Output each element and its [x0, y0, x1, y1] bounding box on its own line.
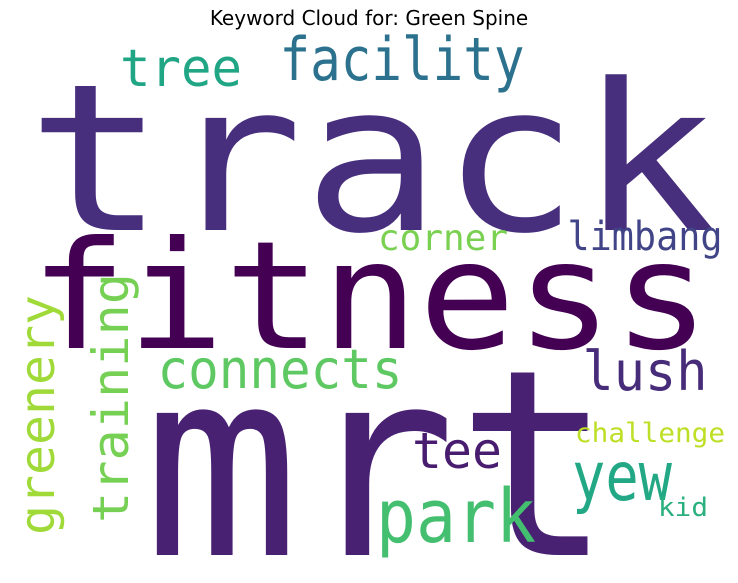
word-limbang: limbang	[568, 214, 723, 260]
word-yew: yew	[572, 438, 672, 517]
word-facility: facility	[280, 25, 525, 95]
word-mrt: mrt	[143, 315, 613, 583]
word-greenery: greenery	[10, 295, 66, 535]
word-fitness: fitness	[30, 210, 710, 384]
word-tree: tree	[120, 39, 242, 99]
word-challenge: challenge	[575, 418, 725, 449]
word-tee: tee	[412, 422, 502, 480]
word-kid: kid	[658, 493, 708, 523]
word-connects: connects	[158, 338, 403, 401]
word-track: track	[27, 41, 717, 279]
page-title: Keyword Cloud for: Green Spine	[209, 6, 529, 30]
word-training: training	[82, 273, 140, 523]
word-corner: corner	[378, 218, 508, 259]
word-park: park	[376, 474, 536, 560]
word-lush: lush	[583, 340, 708, 403]
